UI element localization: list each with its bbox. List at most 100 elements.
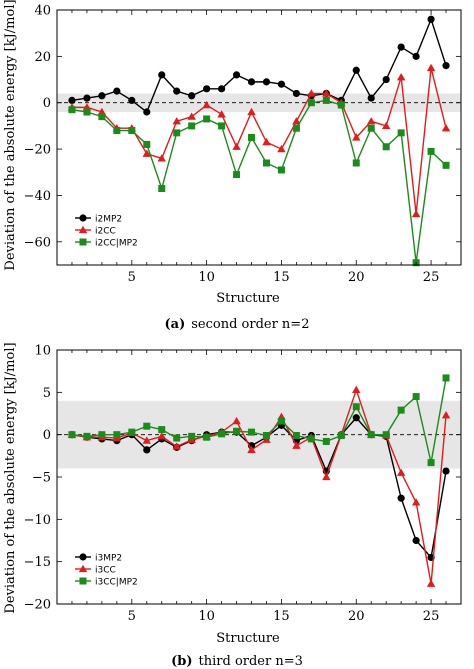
chart-b-point-i3CC|MP2-2	[83, 432, 91, 440]
chart-b-legend-marker-i3MP2	[79, 553, 87, 561]
chart-a-point-i2CC-13	[247, 107, 256, 116]
chart-a-plot-area	[57, 15, 461, 267]
chart-b-point-i3CC|MP2-14	[262, 432, 270, 440]
chart-a-point-i2MP2-1	[68, 96, 76, 105]
chart-b-xtick-label-25: 25	[423, 609, 440, 624]
chart-a-point-i2CC-7	[157, 154, 166, 162]
chart-b-point-i3CC|MP2-20	[352, 403, 360, 411]
chart-b-point-i3CC|MP2-18	[322, 437, 330, 445]
chart-b-point-i3CC|MP2-17	[307, 435, 315, 443]
chart-a-point-i2CC-6	[142, 149, 151, 157]
chart-a-point-i2MP2-23	[397, 43, 405, 51]
chart-a-point-i2CC|MP2-18	[322, 96, 330, 104]
chart-a-point-i2MP2-7	[158, 71, 166, 79]
chart-b-point-i3CC|MP2-26	[442, 374, 450, 382]
chart-b-legend-label-i3CC|MP2: i3CC|MP2	[95, 577, 138, 587]
chart-b-xtick-label-15: 15	[273, 609, 290, 624]
chart-a-point-i2MP2-22	[382, 75, 390, 84]
chart-b-caption: (b) third order n=3	[171, 654, 303, 669]
chart-b-ytick-label--20: −20	[24, 598, 51, 613]
chart-b-caption-tag: (b)	[171, 654, 192, 669]
chart-b-point-i3CC-13	[247, 445, 256, 454]
chart-b-point-i3CC|MP2-9	[188, 432, 196, 440]
chart-b-point-i3CC-18	[322, 472, 331, 481]
chart-b-point-i3CC|MP2-21	[367, 431, 375, 439]
chart-a: Deviation of the absolute energy [kJ/mol…	[3, 0, 462, 332]
chart-b-ytick-label--15: −15	[24, 555, 51, 570]
chart-b-point-i3MP2-26	[442, 467, 450, 475]
chart-b-point-i3CC|MP2-7	[158, 426, 166, 434]
chart-a-point-i2CC|MP2-2	[83, 108, 91, 116]
chart-b-ytick-label-5: 5	[43, 386, 51, 401]
chart-a-xtick-label-25: 25	[423, 270, 440, 285]
chart-b-point-i3CC-16	[292, 441, 301, 449]
chart-a-legend-label-i2CC: i2CC	[95, 226, 116, 236]
chart-a-xtick-label-15: 15	[273, 270, 290, 285]
chart-a-point-i2CC|MP2-21	[367, 124, 375, 132]
chart-b-point-i3CC|MP2-12	[233, 427, 241, 435]
chart-a-point-i2MP2-16	[292, 89, 301, 98]
chart-a-point-i2MP2-25	[427, 15, 435, 23]
chart-a-legend-marker-i2CC	[78, 225, 88, 234]
chart-a-point-i2MP2-15	[277, 80, 286, 88]
chart-b-point-i3CC|MP2-8	[173, 434, 181, 442]
chart-b-legend-marker-i3CC|MP2	[79, 577, 87, 585]
chart-a-point-i2MP2-26	[442, 62, 450, 70]
chart-a-point-i2CC|MP2-14	[262, 159, 270, 167]
chart-a-point-i2CC|MP2-3	[98, 113, 106, 121]
chart-a-point-i2MP2-24	[412, 52, 420, 60]
chart-b-xtick-label-5: 5	[128, 609, 136, 624]
chart-a-ytick-label--60: −60	[24, 235, 51, 250]
chart-a-point-i2CC-23	[396, 73, 406, 81]
chart-b-point-i3CC-6	[142, 436, 151, 444]
chart-b-point-i3CC|MP2-4	[113, 431, 121, 439]
chart-a-point-i2CC-20	[352, 133, 361, 141]
chart-b-point-i3CC-23	[396, 468, 406, 476]
chart-a-point-i2MP2-5	[128, 96, 136, 105]
chart-a-point-i2MP2-11	[217, 85, 226, 93]
chart-a-legend-marker-i2CC|MP2	[79, 238, 87, 246]
chart-a-point-i2CC-15	[277, 144, 286, 153]
chart-a-ytick-label--40: −40	[24, 189, 51, 204]
chart-a-caption-text: second order n=2	[191, 317, 309, 332]
chart-a-point-i2CC-11	[217, 110, 226, 118]
chart-b-point-i3CC|MP2-3	[98, 431, 106, 439]
chart-a-ytick-label--20: −20	[24, 143, 51, 158]
chart-a-xtick-label-5: 5	[128, 270, 136, 285]
chart-b-caption-text: third order n=3	[199, 654, 303, 669]
chart-b-point-i3CC-24	[411, 498, 421, 506]
chart-a-point-i2CC-12	[232, 142, 241, 150]
chart-a-point-i2CC|MP2-26	[442, 161, 450, 169]
chart-b-legend-marker-i3CC	[78, 564, 88, 573]
chart-b-ytick-label-10: 10	[34, 344, 51, 359]
chart-a-point-i2CC|MP2-8	[173, 129, 181, 137]
chart-b-point-i3CC-14	[262, 435, 271, 443]
chart-b-point-i3MP2-23	[397, 494, 405, 502]
chart-a-point-i2CC-9	[187, 112, 196, 120]
chart-a-xtick-label-10: 10	[198, 270, 215, 285]
chart-a-point-i2CC|MP2-17	[307, 99, 315, 107]
chart-b-point-i3CC|MP2-11	[218, 430, 226, 438]
chart-b-ylabel: Deviation of the absolute energy [kJ/mol…	[3, 342, 18, 613]
chart-a-point-i2CC|MP2-5	[128, 127, 136, 135]
chart-a-point-i2MP2-3	[98, 92, 106, 100]
chart-b-point-i3CC|MP2-23	[397, 406, 405, 414]
chart-a-ytick-label-20: 20	[34, 50, 51, 65]
chart-b-point-i3CC|MP2-24	[412, 393, 420, 401]
chart-b-xtick-label-10: 10	[198, 609, 215, 624]
chart-a-point-i2MP2-12	[232, 71, 241, 79]
chart-a-xtick-label-20: 20	[348, 270, 365, 285]
chart-a-point-i2CC-14	[262, 137, 271, 146]
chart-a-point-i2CC|MP2-20	[352, 159, 360, 167]
chart-a-point-i2CC-10	[202, 100, 211, 109]
chart-a-point-i2CC|MP2-13	[248, 134, 256, 141]
chart-b-point-i3CC|MP2-10	[203, 433, 211, 441]
chart-a-point-i2CC|MP2-22	[382, 143, 390, 151]
chart-a-point-i2CC|MP2-9	[188, 122, 196, 130]
chart-a-point-i2CC-21	[367, 117, 376, 125]
chart-b-point-i3CC-12	[232, 416, 241, 425]
chart-a-caption: (a) second order n=2	[165, 317, 310, 332]
chart-a-point-i2MP2-13	[247, 78, 256, 86]
chart-b-point-i3CC|MP2-13	[248, 428, 256, 436]
chart-a-point-i2CC-24	[411, 209, 421, 218]
